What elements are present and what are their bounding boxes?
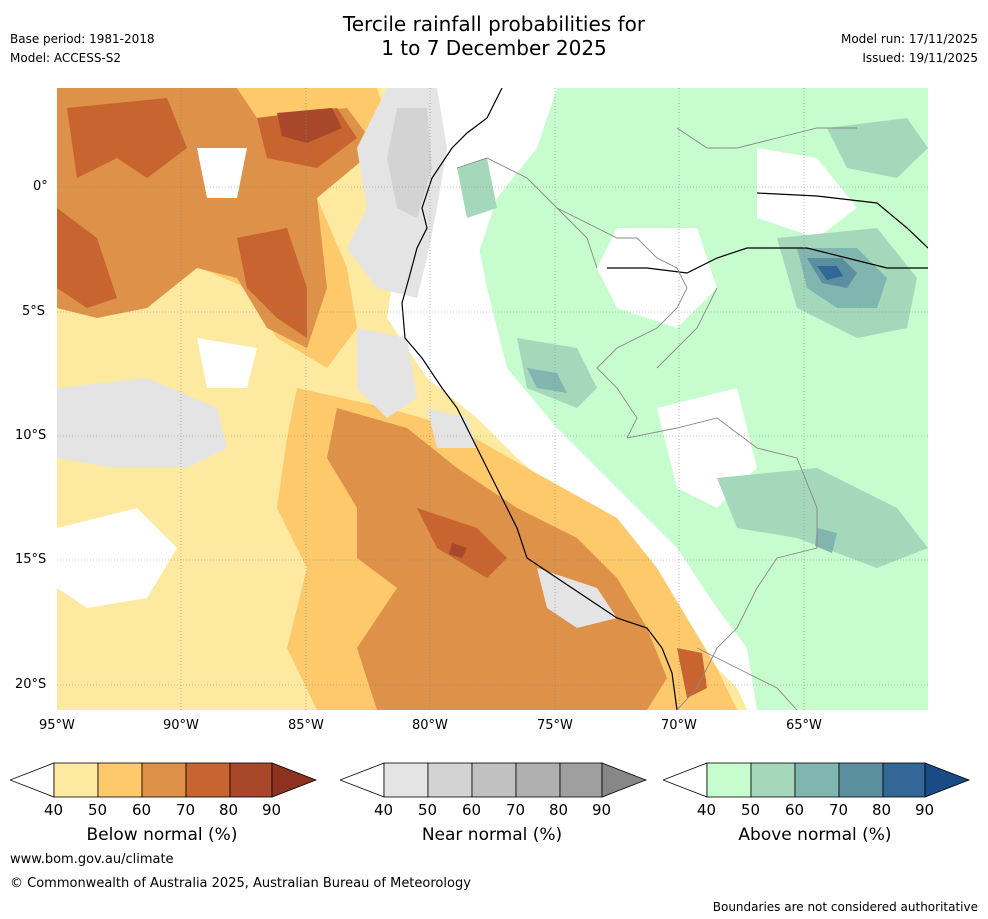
near-60-north-region	[387, 108, 432, 218]
above-tick-70: 70	[829, 801, 849, 819]
x-tick-75w: 75°W	[537, 718, 573, 733]
coastline	[401, 87, 678, 711]
colorbar-near	[338, 762, 650, 798]
land-white-region	[437, 88, 857, 508]
above-swatch-40	[706, 762, 752, 798]
below-tick-40: 40	[44, 801, 64, 819]
above-swatch-70	[838, 762, 884, 798]
below-80-north-region	[57, 98, 357, 338]
above-tick-40: 40	[697, 801, 717, 819]
above-tick-60: 60	[785, 801, 805, 819]
below-swatch-lt40	[8, 762, 55, 798]
near-label: Near normal (%)	[421, 825, 563, 845]
model-run: Model run: 17/11/2025	[840, 32, 978, 46]
footer-copyright: © Commonwealth of Australia 2025, Austra…	[10, 876, 471, 891]
chart-title: Tercile rainfall probabilities for 1 to …	[0, 12, 988, 60]
above-swatch-80	[882, 762, 926, 798]
white-ocean-patch	[57, 148, 257, 608]
y-tick-20s: 20°S	[15, 677, 47, 692]
below-tick-50: 50	[88, 801, 108, 819]
below-80-south-region	[417, 508, 707, 698]
near-50-west-region	[57, 378, 227, 468]
near-swatch-70	[515, 762, 561, 798]
above-label: Above normal (%)	[738, 825, 892, 845]
colorbar-below	[8, 762, 320, 798]
title-line-2: 1 to 7 December 2025	[381, 36, 607, 60]
near-tick-70: 70	[506, 801, 526, 819]
x-tick-95w: 95°W	[39, 718, 75, 733]
below-tick-90: 90	[262, 801, 282, 819]
above-tick-50: 50	[741, 801, 761, 819]
below-swatch-80	[229, 762, 273, 798]
below-swatch-40	[53, 762, 99, 798]
above-90-core	[817, 266, 843, 280]
above-tick-90: 90	[915, 801, 935, 819]
model-name: Model: ACCESS-S2	[10, 51, 122, 65]
near-50-mid-region	[357, 328, 477, 448]
x-tick-90w: 90°W	[163, 718, 199, 733]
probability-map	[57, 87, 929, 711]
y-tick-0: 0°	[33, 179, 48, 194]
below-tick-70: 70	[176, 801, 196, 819]
below-swatch-90	[271, 762, 318, 798]
y-tick-15s: 15°S	[15, 552, 47, 567]
y-tick-5s: 5°S	[22, 304, 46, 319]
y-tick-10s: 10°S	[15, 428, 47, 443]
x-tick-65w: 65°W	[786, 718, 822, 733]
above-tick-80: 80	[872, 801, 892, 819]
above-swatch-90	[924, 762, 971, 798]
footer-disclaimer: Boundaries are not considered authoritat…	[712, 900, 978, 914]
issued-date: Issued: 19/11/2025	[862, 51, 978, 65]
country-borders	[456, 127, 857, 711]
near-swatch-40	[383, 762, 429, 798]
near-50-south-region	[537, 568, 617, 628]
below-swatch-50	[97, 762, 143, 798]
colorbar-above	[661, 762, 973, 798]
near-tick-60: 60	[462, 801, 482, 819]
above-swatch-lt40	[661, 762, 708, 798]
x-tick-80w: 80°W	[412, 718, 448, 733]
above-normal-field	[437, 88, 928, 710]
x-tick-70w: 70°W	[661, 718, 697, 733]
below-label: Below normal (%)	[86, 825, 238, 845]
amazon-coastline	[607, 192, 929, 274]
above-swatch-50	[750, 762, 796, 798]
near-normal-field	[57, 88, 617, 628]
title-line-1: Tercile rainfall probabilities for	[342, 12, 646, 36]
base-period: Base period: 1981-2018	[10, 32, 155, 46]
below-tick-80: 80	[219, 801, 239, 819]
above-60-amazon-region	[457, 118, 928, 568]
grid-lines	[57, 88, 928, 710]
below-swatch-60	[141, 762, 187, 798]
near-tick-80: 80	[549, 801, 569, 819]
below-swatch-70	[185, 762, 231, 798]
footer-url[interactable]: www.bom.gov.au/climate	[10, 852, 174, 867]
near-tick-40: 40	[374, 801, 394, 819]
near-swatch-50	[427, 762, 473, 798]
near-tick-50: 50	[418, 801, 438, 819]
x-tick-85w: 85°W	[288, 718, 324, 733]
near-tick-90: 90	[592, 801, 612, 819]
near-swatch-90	[601, 762, 648, 798]
below-tick-60: 60	[132, 801, 152, 819]
above-swatch-60	[794, 762, 840, 798]
near-swatch-lt40	[338, 762, 385, 798]
near-swatch-60	[471, 762, 517, 798]
near-swatch-80	[559, 762, 603, 798]
